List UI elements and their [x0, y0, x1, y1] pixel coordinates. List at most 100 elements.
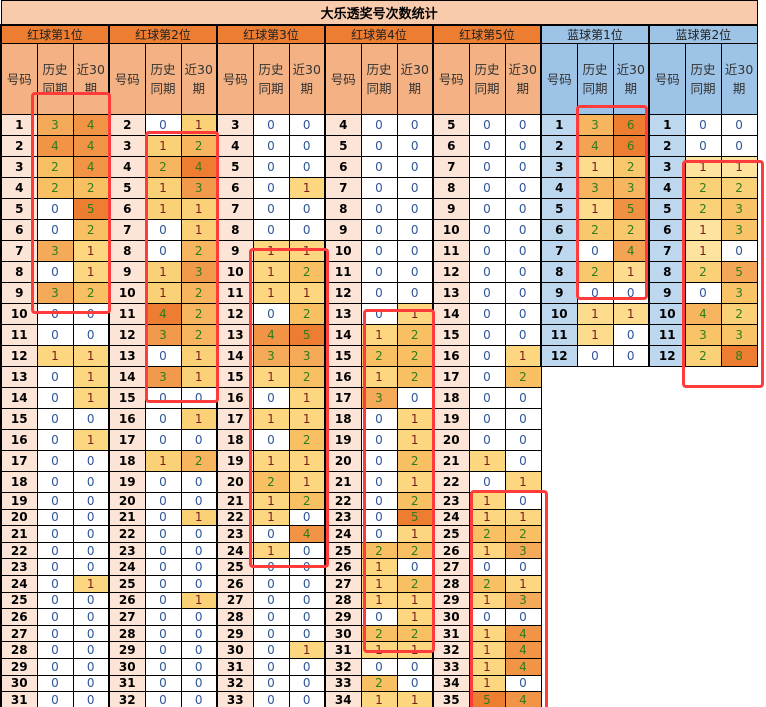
empty-cell [649, 492, 685, 510]
recent-count-cell: 4 [504, 691, 542, 707]
number-cell: 7 [648, 240, 686, 262]
number-cell: 5 [540, 198, 578, 220]
recent-count-cell: 0 [180, 574, 218, 593]
history-count-cell: 0 [468, 408, 506, 430]
table-row: 28 0 0 29 0 0 30 0 1 31 1 1 32 1 4 [0, 641, 758, 659]
group-header: 蓝球第1位 [540, 24, 650, 44]
column-header-number: 号码 [648, 43, 686, 115]
empty-cell [541, 471, 577, 493]
number-cell: 17 [432, 366, 470, 388]
recent-count-cell: 0 [288, 558, 326, 576]
number-cell: 7 [432, 156, 470, 178]
number-cell: 18 [432, 387, 470, 409]
recent-count-cell: 0 [288, 114, 326, 136]
recent-count-cell: 3 [504, 591, 542, 610]
history-count-cell: 0 [252, 219, 290, 241]
empty-cell [541, 592, 577, 609]
history-count-cell: 0 [36, 450, 74, 472]
number-cell: 19 [0, 492, 38, 510]
history-count-cell: 0 [576, 282, 614, 304]
history-count-cell: 0 [468, 324, 506, 346]
history-count-cell: 0 [252, 657, 290, 676]
history-count-cell: 1 [144, 177, 182, 199]
history-count-cell: 0 [144, 408, 182, 430]
history-count-cell: 1 [684, 219, 722, 241]
history-count-cell: 1 [252, 450, 290, 472]
recent-count-cell: 1 [504, 471, 542, 493]
empty-cell [541, 641, 577, 659]
history-count-cell: 0 [36, 591, 74, 610]
number-cell: 2 [540, 135, 578, 157]
number-cell: 10 [432, 219, 470, 241]
empty-cell [541, 525, 577, 543]
column-header-number: 号码 [324, 43, 362, 115]
empty-cell [685, 575, 721, 593]
history-count-cell: 3 [36, 114, 74, 136]
recent-count-cell: 0 [504, 240, 542, 262]
table-row: 21 0 0 22 0 0 23 0 4 24 0 1 25 2 2 [0, 525, 758, 543]
history-count-cell: 0 [36, 387, 74, 409]
column-header-number: 号码 [432, 43, 470, 115]
number-cell: 20 [108, 492, 146, 510]
number-cell: 1 [648, 114, 686, 136]
recent-count-cell: 2 [396, 624, 434, 643]
history-count-cell: 0 [144, 429, 182, 451]
recent-count-cell: 0 [288, 198, 326, 220]
table-row: 9 3 2 10 1 2 11 1 1 12 0 0 13 0 0 9 0 0 9 0 3 [0, 282, 758, 304]
column-header-history: 历史同期 [36, 43, 74, 115]
history-count-cell: 1 [360, 366, 398, 388]
recent-count-cell: 1 [180, 508, 218, 527]
history-count-cell: 1 [144, 282, 182, 304]
number-cell: 2 [0, 135, 38, 157]
history-count-cell: 0 [144, 114, 182, 136]
recent-count-cell: 0 [504, 114, 542, 136]
recent-count-cell: 0 [504, 408, 542, 430]
number-cell: 8 [648, 261, 686, 283]
history-count-cell: 2 [144, 156, 182, 178]
number-cell: 8 [432, 177, 470, 199]
recent-count-cell: 0 [72, 492, 110, 510]
empty-cell [685, 608, 721, 626]
history-count-cell: 0 [36, 674, 74, 693]
number-cell: 12 [540, 345, 578, 367]
empty-cell [721, 691, 758, 707]
recent-count-cell: 0 [720, 114, 758, 136]
number-cell: 22 [0, 541, 38, 560]
empty-cell [649, 509, 685, 526]
number-cell: 31 [324, 641, 362, 659]
empty-cell [577, 492, 613, 510]
number-cell: 12 [324, 282, 362, 304]
number-cell: 25 [324, 541, 362, 560]
history-count-cell: 0 [36, 641, 74, 659]
number-cell: 30 [432, 608, 470, 626]
empty-cell [721, 387, 758, 409]
recent-count-cell: 0 [504, 492, 542, 510]
history-count-cell: 0 [36, 366, 74, 388]
recent-count-cell: 3 [720, 219, 758, 241]
number-cell: 5 [216, 156, 254, 178]
number-cell: 5 [0, 198, 38, 220]
empty-cell [685, 525, 721, 543]
number-cell: 3 [216, 114, 254, 136]
recent-count-cell: 0 [720, 135, 758, 157]
number-cell: 7 [108, 219, 146, 241]
empty-cell [577, 509, 613, 526]
number-cell: 18 [0, 471, 38, 493]
number-cell: 2 [108, 114, 146, 136]
number-cell: 31 [108, 674, 146, 693]
number-cell: 10 [108, 282, 146, 304]
group-header: 红球第5位 [432, 24, 542, 44]
empty-cell [721, 542, 758, 559]
table-row: 24 0 1 25 0 0 26 0 0 27 1 2 28 2 1 [0, 574, 758, 593]
recent-count-cell: 0 [288, 135, 326, 157]
number-cell: 31 [0, 691, 38, 707]
history-count-cell: 1 [252, 261, 290, 283]
number-cell: 27 [108, 608, 146, 626]
empty-cell [577, 658, 613, 676]
history-count-cell: 0 [468, 345, 506, 367]
number-cell: 26 [108, 591, 146, 610]
number-cell: 7 [540, 240, 578, 262]
history-count-cell: 4 [576, 135, 614, 157]
history-count-cell: 0 [360, 492, 398, 510]
recent-count-cell: 1 [72, 261, 110, 283]
